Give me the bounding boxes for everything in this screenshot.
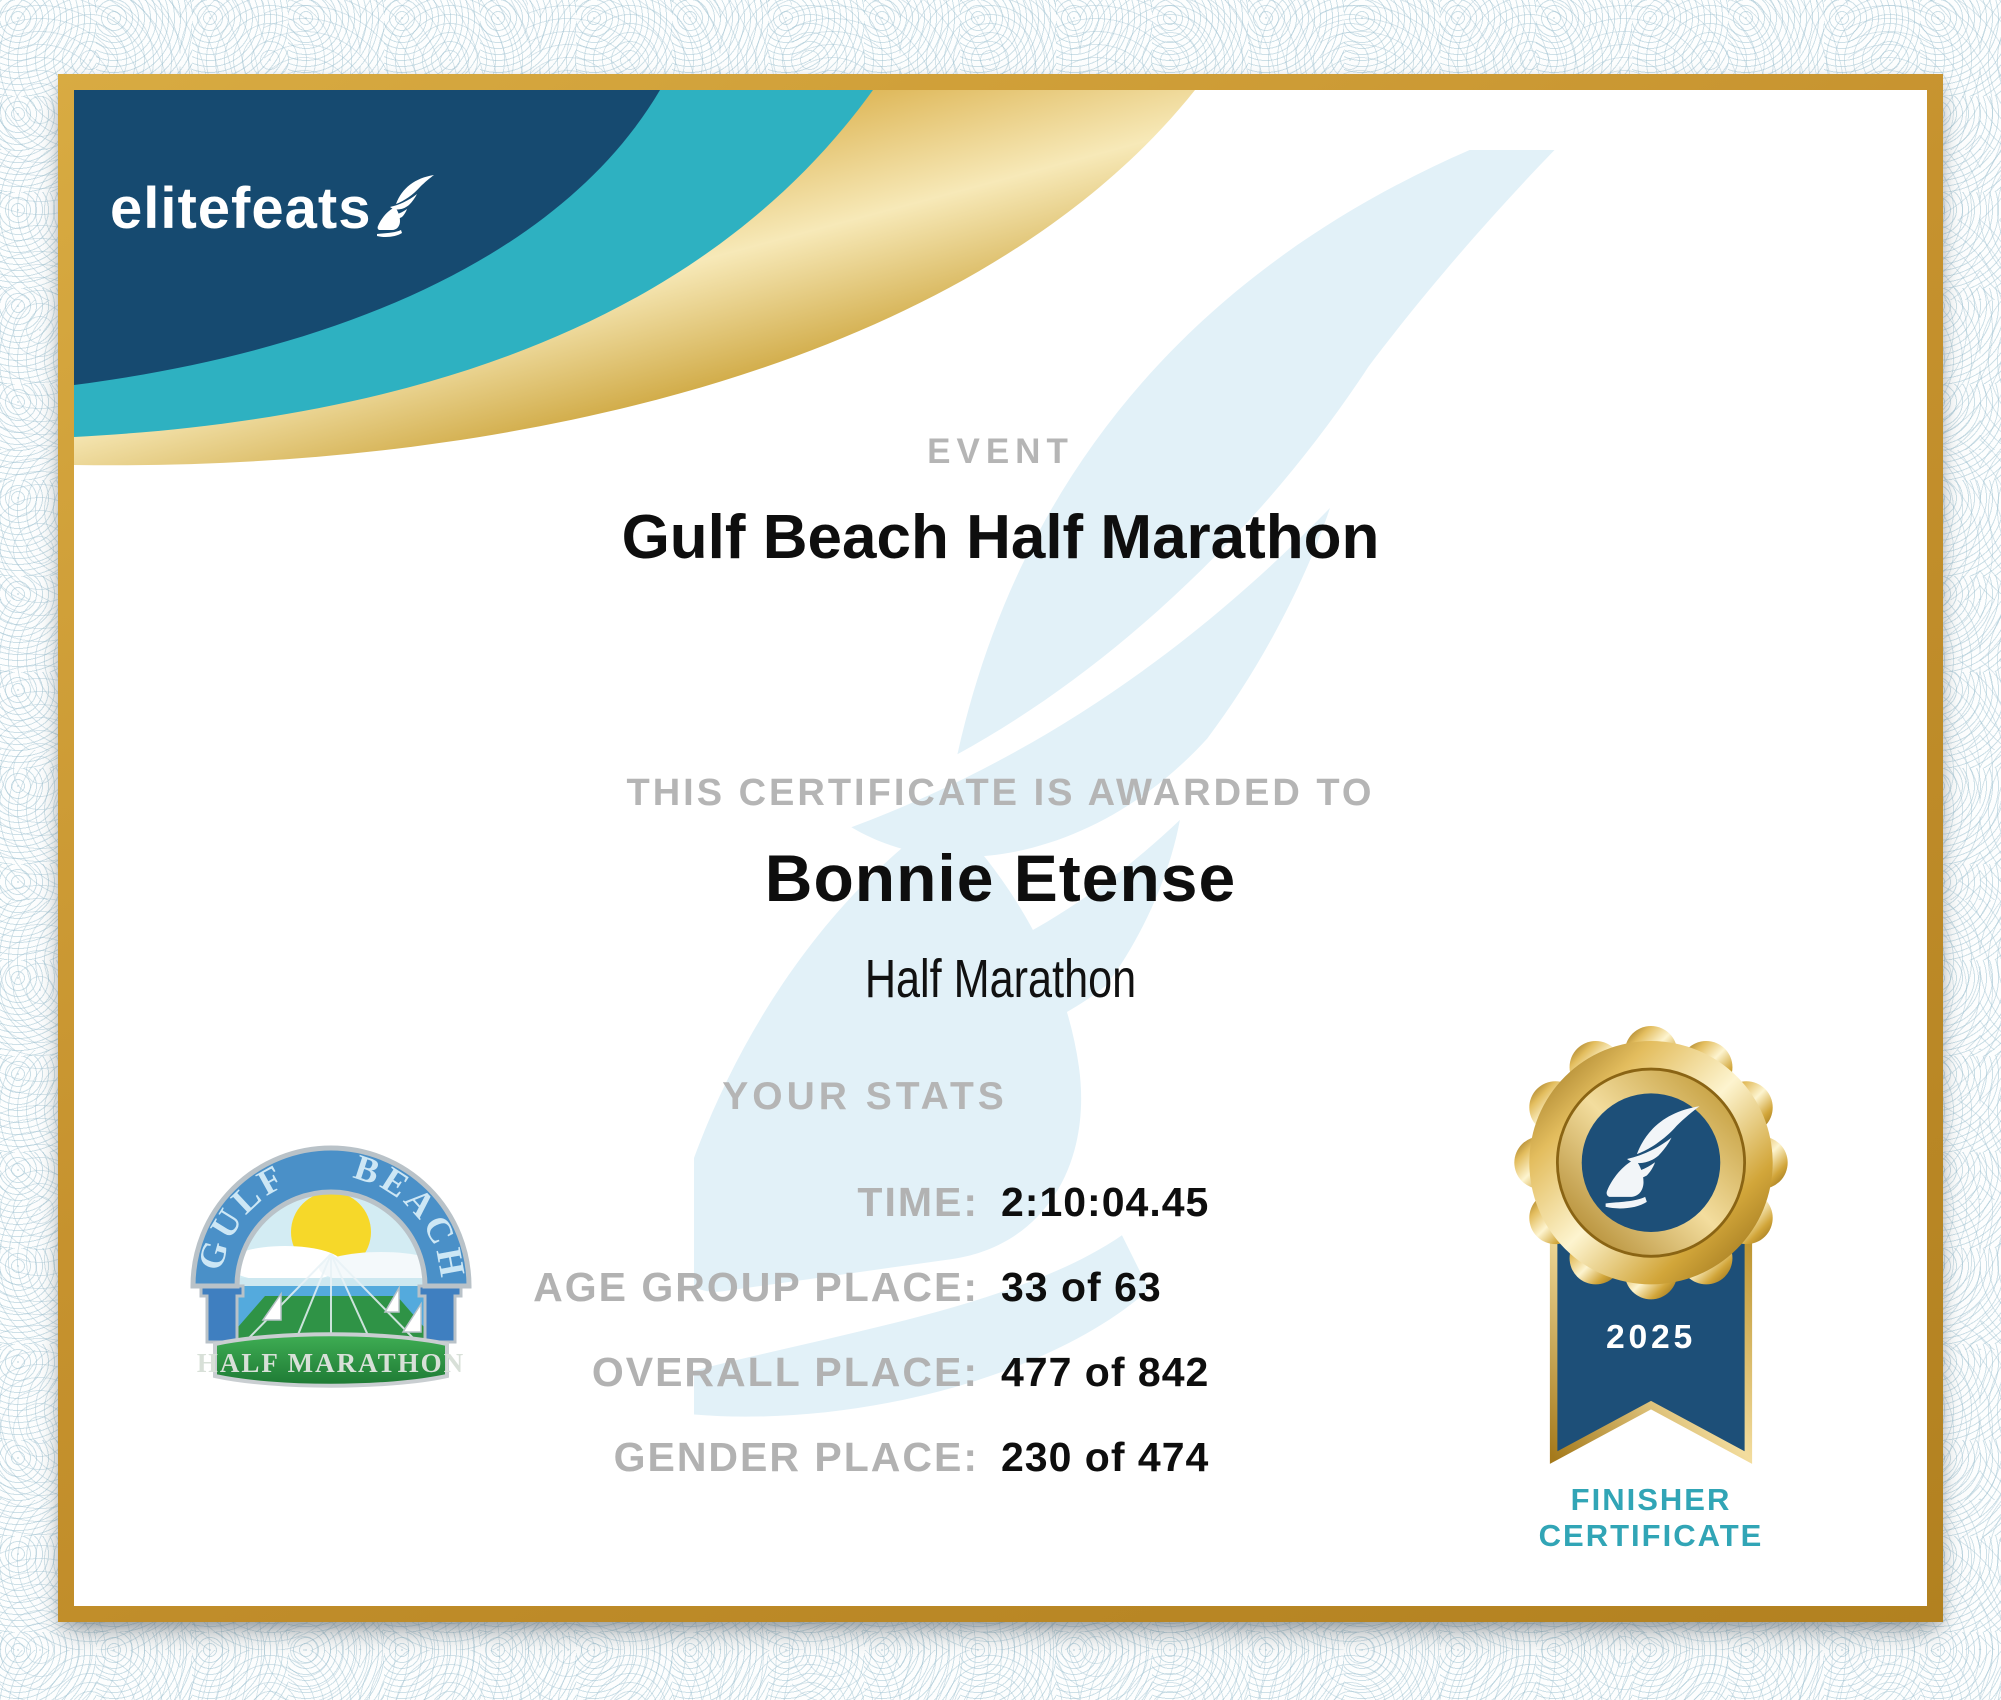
- event-title: Gulf Beach Half Marathon: [621, 503, 1380, 572]
- badge-center: [1581, 1093, 1721, 1232]
- medal-scene: [225, 1190, 437, 1342]
- event-label: EVENT: [927, 432, 1074, 471]
- awarded-to-label: THIS CERTIFICATE IS AWARDED TO: [626, 772, 1375, 814]
- your-stats-title: YOUR STATS: [722, 1075, 1008, 1118]
- stat-label: GENDER PLACE:: [613, 1434, 979, 1480]
- finisher-line2: CERTIFICATE: [1538, 1517, 1764, 1553]
- badge-year: 2025: [1606, 1318, 1696, 1356]
- finisher-line1: FINISHER: [1570, 1482, 1732, 1517]
- winged-foot-icon: [377, 175, 435, 237]
- medal-banner-text: HALF MARATHON: [197, 1348, 465, 1378]
- medal-sailboats: [261, 1285, 422, 1333]
- stat-value: 230 of 474: [1001, 1434, 1210, 1480]
- stat-value: 477 of 842: [1001, 1349, 1210, 1395]
- division-name: Half Marathon: [864, 949, 1137, 1009]
- certificate-body: elitefeats EVENT Gulf Beach Half Maratho…: [74, 90, 1927, 1606]
- header-navy-wave: [74, 90, 660, 385]
- gulf-beach-medal: GULF BEACH HALF MARATHON: [190, 1145, 472, 1388]
- recipient-name: Bonnie Etense: [764, 841, 1237, 915]
- elitefeats-logo: elitefeats: [110, 148, 435, 266]
- gold-frame: elitefeats EVENT Gulf Beach Half Maratho…: [58, 74, 1943, 1622]
- stat-value: 2:10:04.45: [1001, 1179, 1210, 1225]
- elitefeats-logo-text: elitefeats: [110, 176, 372, 241]
- finisher-certificate-label: FINISHER CERTIFICATE: [1471, 1482, 1831, 1553]
- stat-row-gender-place: GENDER PLACE: 230 of 474: [74, 1415, 1927, 1500]
- medal-arch: [190, 1145, 472, 1289]
- stat-value: 33 of 63: [1001, 1264, 1162, 1310]
- finisher-badge: 2025: [1514, 1026, 1788, 1464]
- medal-banner: [213, 1332, 449, 1388]
